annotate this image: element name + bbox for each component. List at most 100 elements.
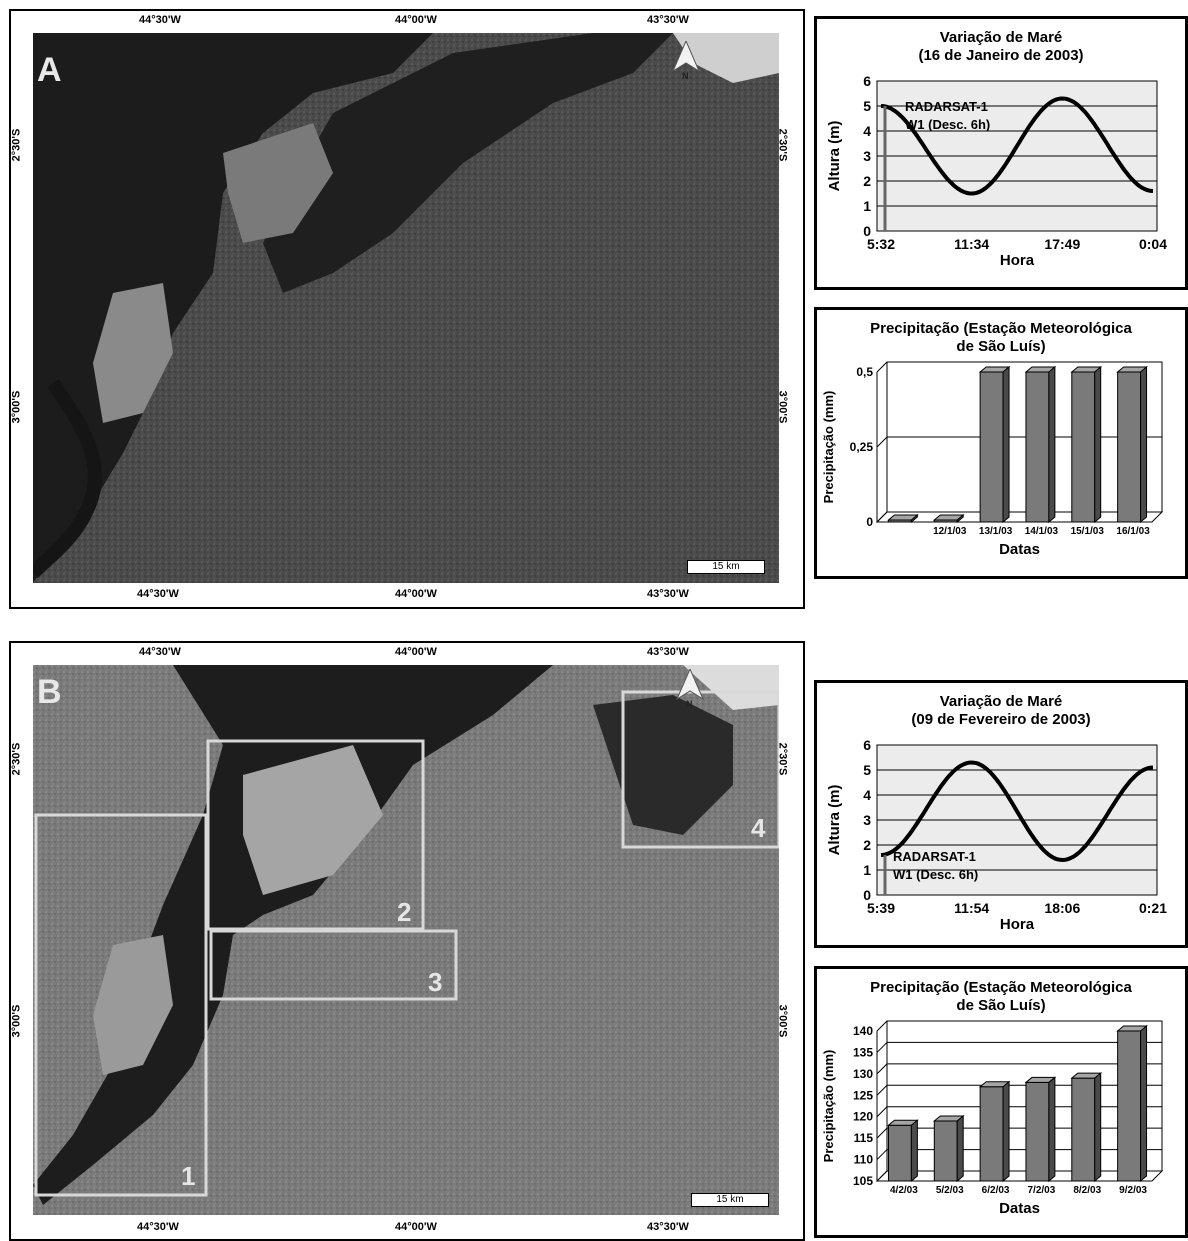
region-box-3	[209, 929, 458, 1001]
x-tick-label: 5/2/03	[936, 1185, 964, 1196]
y-tick-label: 0,5	[856, 365, 873, 379]
region-box-3-label: 3	[428, 967, 442, 997]
lon-bottom-a-1: 44°00'W	[395, 588, 437, 600]
bar-side	[1094, 1072, 1102, 1183]
x-tick-label: 11:34	[954, 236, 989, 252]
lon-bottom-b-1: 44°00'W	[395, 1221, 437, 1233]
x-tick-label: 9/2/03	[1119, 1185, 1147, 1196]
region-box-1-label: 1	[181, 1161, 195, 1191]
lat-left-a-1: 3°00'S	[10, 390, 23, 424]
chart-rain-b: Precipitação (Estação Meteorológica de S…	[814, 966, 1188, 1238]
y-axis-label: Altura (m)	[826, 121, 843, 192]
grid-line	[876, 1042, 888, 1053]
x-tick-label: 12/1/03	[933, 526, 967, 537]
y-tick-label: 6	[863, 73, 871, 89]
x-tick-label: 15/1/03	[1071, 526, 1105, 537]
lon-bottom-a-2: 43°30'W	[647, 588, 689, 600]
grid-line	[876, 436, 888, 448]
x-tick-label: 17:49	[1044, 236, 1080, 252]
y-tick-label: 120	[853, 1110, 873, 1124]
x-tick-label: 11:54	[954, 900, 989, 916]
bar-side	[1048, 365, 1056, 524]
region-box-4-label: 4	[751, 813, 766, 843]
bar	[887, 1124, 912, 1182]
region-boxes: 1 2 3 4	[34, 690, 779, 1197]
x-tick-label: 13/1/03	[979, 526, 1013, 537]
y-tick-label: 3	[863, 148, 871, 164]
lat-right-b-0: 2°30'S	[776, 742, 789, 776]
y-tick-label: 5	[863, 98, 871, 114]
grid-line	[876, 511, 888, 523]
chart-rain-b-title-1: Precipitação (Estação Meteorológica	[870, 979, 1132, 996]
y-tick-label: 2	[863, 173, 871, 189]
north-arrow-icon	[675, 669, 705, 701]
radar-image-b-drawing	[33, 665, 779, 1215]
north-label-a: N	[682, 71, 689, 81]
region-box-2	[206, 739, 425, 931]
y-tick-label: 1	[863, 198, 871, 214]
grid-line	[876, 1149, 888, 1160]
lat-left-a-0: 2°30'S	[10, 128, 23, 162]
x-tick-label: 0:21	[1139, 900, 1167, 916]
y-tick-label: 6	[863, 737, 871, 753]
bar-side	[1140, 1024, 1148, 1183]
bar-side	[1002, 1080, 1010, 1183]
lon-bottom-a-0: 44°30'W	[137, 588, 179, 600]
bar-side	[1140, 365, 1148, 524]
lat-right-a-1: 3°00'S	[776, 390, 789, 424]
y-tick-label: 135	[853, 1045, 873, 1059]
bar	[979, 371, 1004, 523]
y-tick-label: 1	[863, 862, 871, 878]
annotation-label: RADARSAT-1	[905, 99, 988, 114]
lon-top-b-2: 43°30'W	[647, 646, 689, 658]
y-tick-label: 125	[853, 1088, 873, 1102]
y-tick-label: 0	[863, 223, 871, 239]
x-tick-label: 8/2/03	[1073, 1185, 1101, 1196]
y-tick-label: 2	[863, 837, 871, 853]
grid-line	[876, 1063, 888, 1075]
map-panel-a: 44°30'W 44°00'W 43°30'W 44°30'W 44°00'W …	[9, 9, 805, 609]
x-tick-label: 5:32	[867, 236, 895, 252]
chart-tide-a: Variação de Maré (16 de Janeiro de 2003)…	[814, 16, 1188, 290]
y-axis-label: Altura (m)	[826, 785, 843, 856]
region-box-1	[34, 813, 208, 1197]
bar	[933, 1120, 958, 1182]
chart-tide-a-title-1: Variação de Maré	[939, 29, 1063, 46]
north-arrow-icon	[671, 41, 701, 73]
lat-right-b-1: 3°00'S	[776, 1004, 789, 1038]
y-axis-label: Precipitação (mm)	[821, 1050, 836, 1163]
x-tick-label: 7/2/03	[1028, 1185, 1056, 1196]
bar-side	[956, 1114, 964, 1183]
bar	[1025, 1081, 1050, 1182]
tide-series-line	[880, 96, 1154, 196]
x-tick-label: 0:04	[1139, 236, 1167, 252]
bar-side	[1094, 365, 1102, 524]
y-tick-label: 105	[853, 1174, 873, 1188]
y-tick-label: 4	[863, 123, 871, 139]
chart-tide-b-title-1: Variação de Maré	[939, 693, 1063, 710]
radar-image-b	[33, 665, 779, 1215]
bar	[1071, 371, 1096, 523]
y-tick-label: 0	[863, 887, 871, 903]
lon-bottom-b-0: 44°30'W	[137, 1221, 179, 1233]
bar	[1117, 371, 1142, 523]
radar-image-a	[33, 33, 779, 583]
grid-line	[876, 1106, 888, 1118]
annotation-label: W1 (Desc. 6h)	[905, 117, 990, 132]
x-axis-label: Hora	[1000, 252, 1035, 269]
grid-line	[876, 1170, 888, 1182]
grid-line	[876, 361, 888, 373]
y-tick-label: 0,25	[850, 440, 874, 454]
chart-rain-a-title-2: de São Luís)	[956, 338, 1046, 355]
bar-side	[910, 513, 918, 524]
x-axis-label: Hora	[1000, 916, 1035, 933]
chart-rain-b-title-2: de São Luís)	[956, 997, 1046, 1014]
y-tick-label: 5	[863, 762, 871, 778]
y-tick-label: 115	[854, 1131, 874, 1145]
x-tick-label: 14/1/03	[1025, 526, 1059, 537]
lon-bottom-b-2: 43°30'W	[647, 1221, 689, 1233]
panel-letter-b: B	[37, 673, 62, 711]
x-tick-label: 18:06	[1044, 900, 1080, 916]
panel-letter-a: A	[37, 51, 62, 89]
lon-top-a-0: 44°30'W	[139, 14, 181, 26]
